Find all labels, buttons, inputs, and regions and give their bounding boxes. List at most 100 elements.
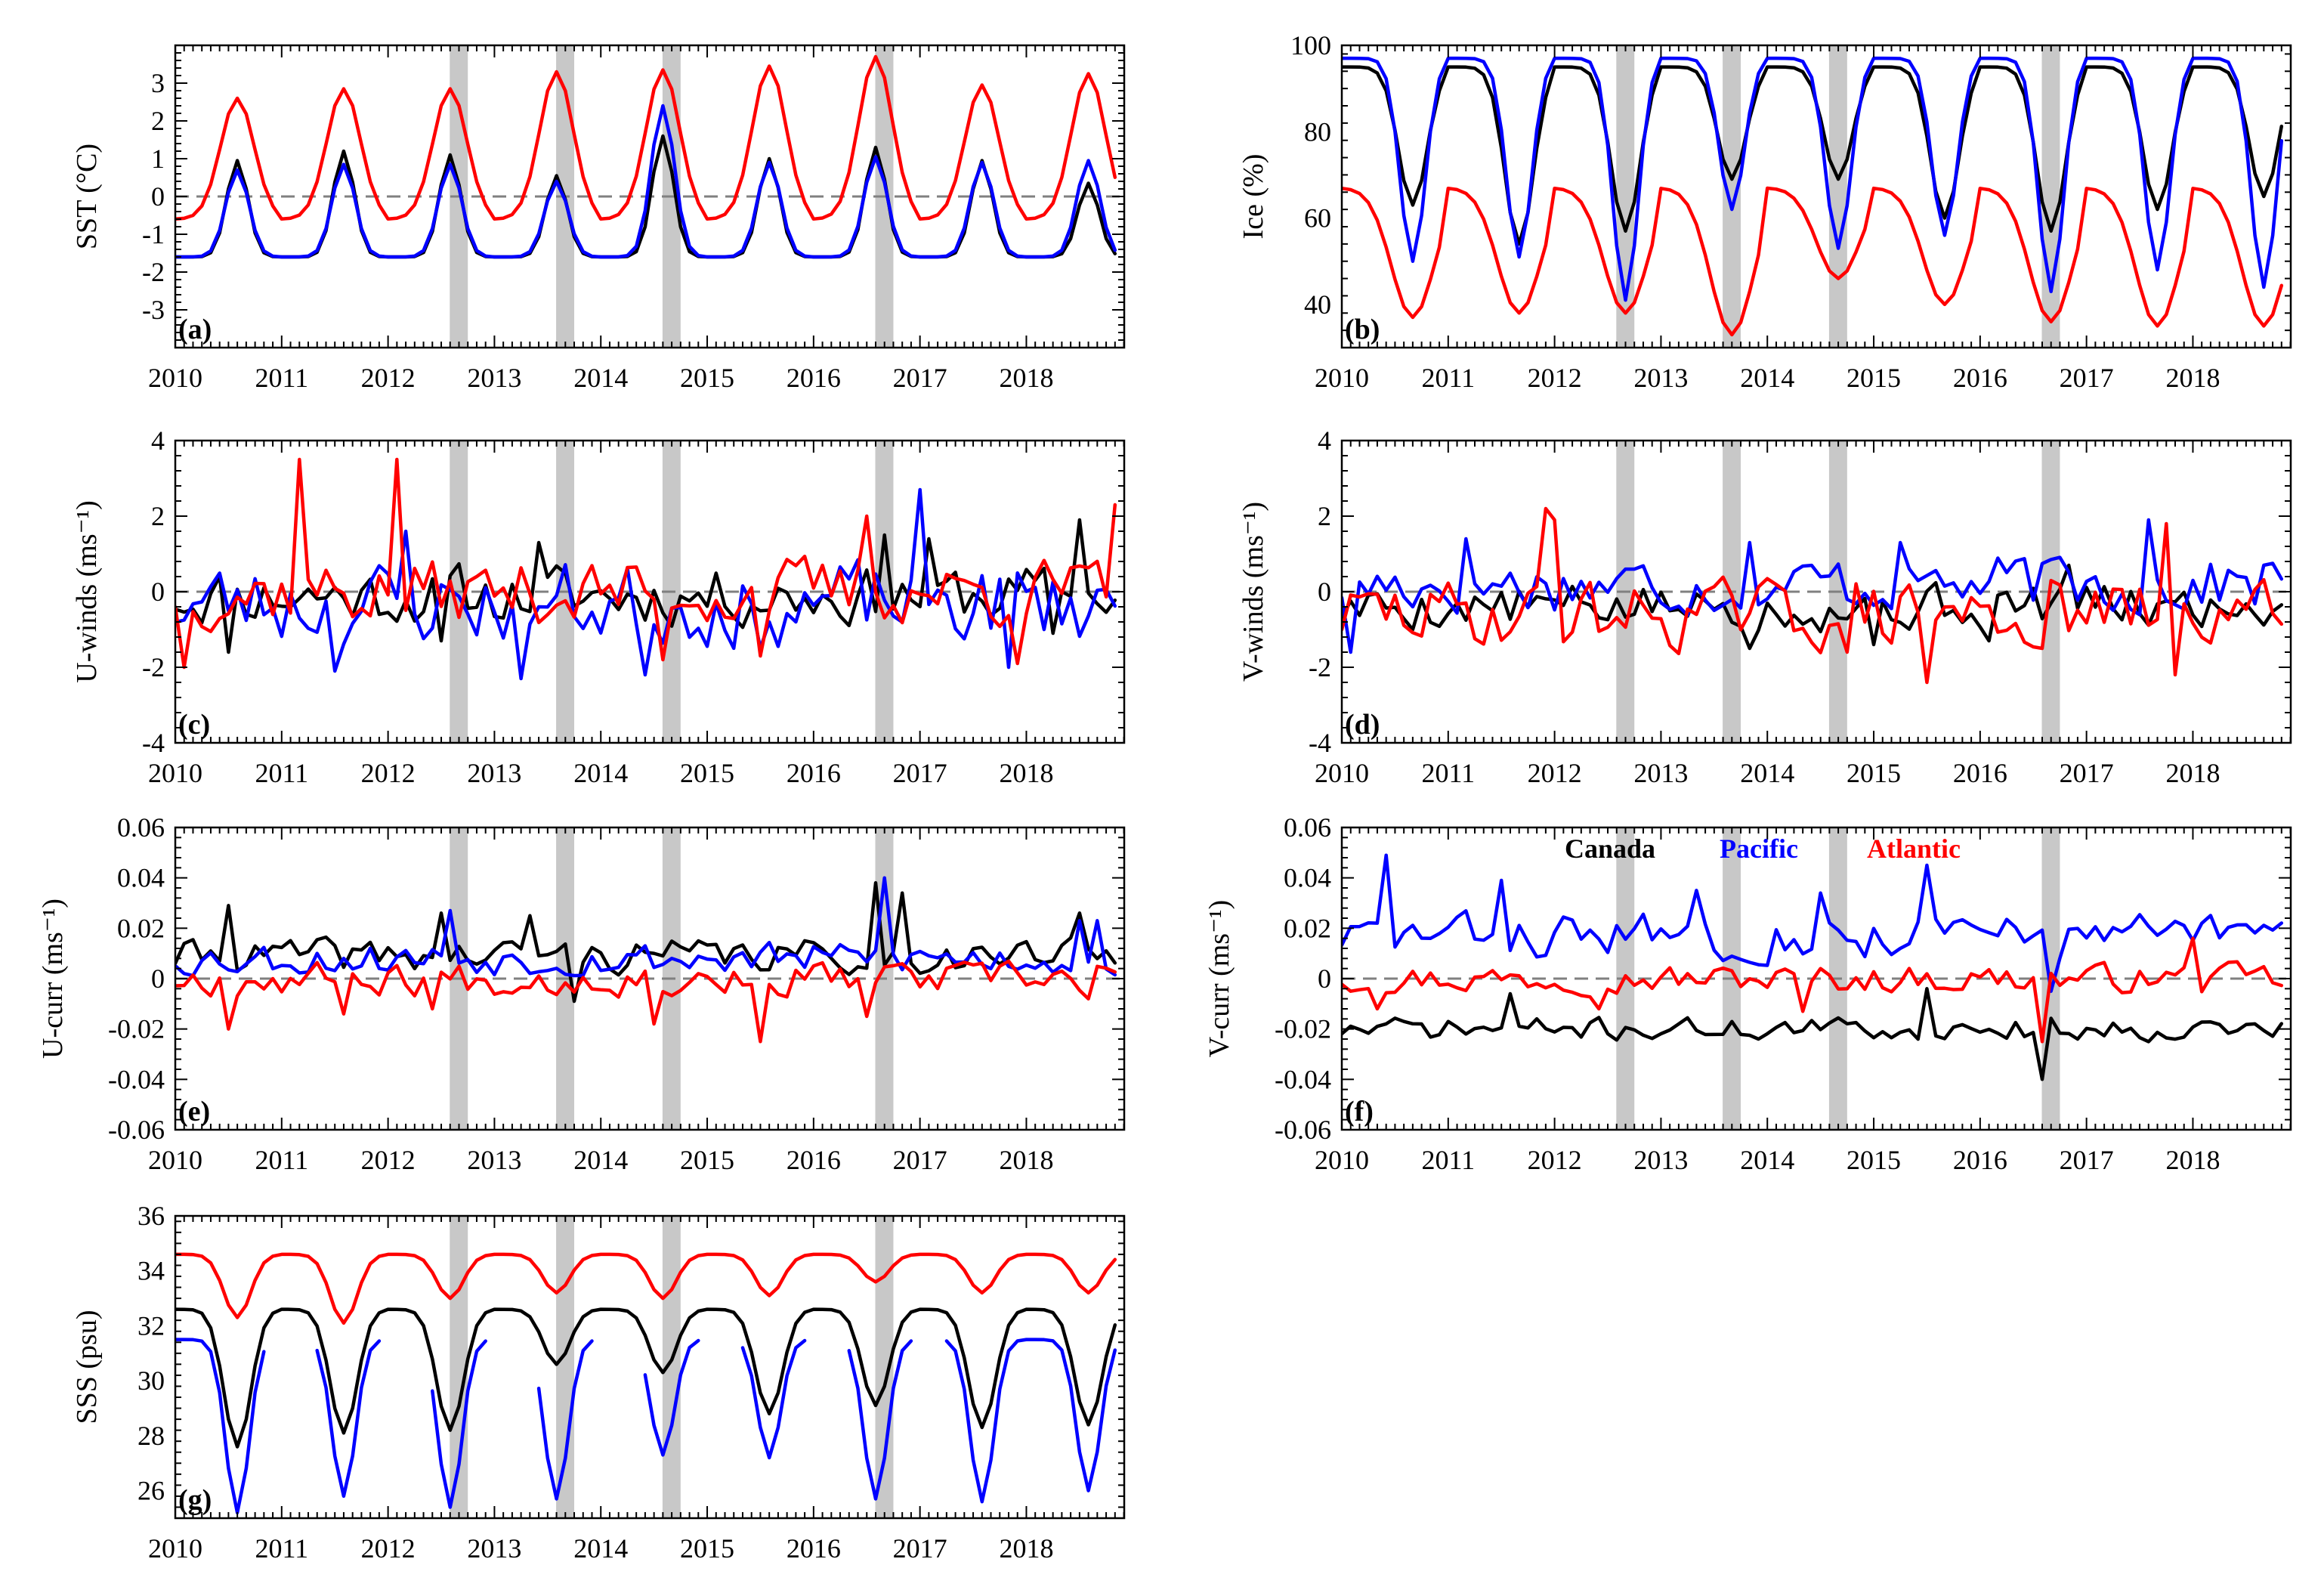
legend: Canada Pacific Atlantic [1565,834,1961,864]
panel-g: 2010 2011 2012 2013 2014 2015 2016 2017 2018 26 28… [71,1201,1126,1564]
y-tick-label: 0 [151,963,165,994]
series-line-atlantic [175,54,1117,221]
y-tick-label: -0.04 [108,1064,165,1094]
x-tick-label: 2016 [787,1533,841,1564]
series-group [1342,56,2284,337]
x-tick-label: 2016 [1953,363,2007,393]
x-tick-label: 2010 [1315,363,1369,393]
y-tick-label: 0.04 [117,863,165,893]
y-tick-label: -0.02 [1275,1014,1331,1044]
y-tick-label: -0.04 [1275,1064,1331,1094]
series-line-atlantic [175,1252,1117,1325]
x-tick-label: 2011 [1421,758,1475,788]
panel-d: 2010 2011 2012 2013 2014 2015 2016 2017 2018 -4 -2… [1238,425,2292,788]
x-tick-label: 2017 [893,758,947,788]
y-tick-label: 36 [138,1201,165,1231]
x-tick-label: 2011 [255,1533,308,1564]
y-tick-label: -2 [142,652,165,682]
shaded-period-1 [1723,45,1741,348]
shaded-period-1 [556,1216,575,1518]
x-tick-label: 2018 [999,758,1053,788]
x-tick-label: 2013 [467,758,521,788]
y-tick-label: -3 [142,295,165,325]
x-tick-label: 2016 [1953,1145,2007,1175]
x-tick-label: 2012 [361,363,416,393]
x-tick-label: 2018 [999,1145,1053,1175]
panel-e: 2010 2011 2012 2013 2014 2015 2016 2017 2018 -0.0… [37,812,1126,1175]
x-tick-label: 2018 [2165,758,2220,788]
series-line-atlantic [175,457,1117,670]
y-axis-label: SSS (psu) [71,1310,103,1424]
series-line-atlantic [1342,936,2284,1044]
x-tick-label: 2012 [361,1145,416,1175]
y-tick-label: 3 [151,68,165,98]
y-tick-label: 1 [151,144,165,174]
y-tick-label: 0.02 [117,913,165,943]
x-tick-label: 2014 [573,758,628,788]
panels: 2010 2011 2012 2013 2014 2015 2016 2017 2018-3-2… [37,30,2292,1564]
legend-entry-atlantic: Atlantic [1867,834,1961,864]
x-tick-label: 2015 [680,1145,734,1175]
series-line-pacific [1342,853,2284,993]
x-tick-label: 2017 [893,1533,947,1564]
x-tick-label: 2015 [1847,363,1901,393]
y-tick-label: 0.06 [117,812,165,843]
x-tick-label: 2012 [1528,363,1582,393]
x-tick-label: 2013 [1633,758,1688,788]
x-tick-label: 2017 [2060,363,2114,393]
y-tick-label: 100 [1290,30,1331,60]
panel-label: (a) [178,314,212,345]
series-group [175,876,1117,1044]
y-tick-label: 26 [138,1476,165,1506]
x-tick-label: 2011 [255,758,308,788]
series-group [175,457,1117,681]
y-tick-label: 60 [1304,203,1331,234]
x-tick-label: 2017 [893,363,947,393]
series-line-pacific [175,104,1117,259]
x-tick-label: 2014 [1740,1145,1794,1175]
panel-label: (g) [178,1484,212,1516]
x-tick-label: 2016 [1953,758,2007,788]
shaded-period-3 [875,1216,894,1518]
x-tick-label: 2010 [148,1145,202,1175]
x-tick-label: 2018 [999,1533,1053,1564]
x-tick-label: 2012 [1528,1145,1582,1175]
y-tick-label: -0.06 [108,1115,165,1145]
series-line-canada [1342,563,2284,651]
plot-frame [1340,44,2292,349]
x-tick-label: 2011 [255,363,308,393]
series-line-atlantic [1342,186,2284,337]
legend-entry-canada: Canada [1565,834,1655,864]
x-tick-label: 2016 [787,1145,841,1175]
y-tick-label: -0.06 [1275,1115,1331,1145]
x-tick-label: 2015 [680,1533,734,1564]
x-tick-label: 2010 [148,1533,202,1564]
y-axis-label: V-winds (ms⁻¹) [1238,502,1269,682]
x-tick-label: 2012 [361,1533,416,1564]
y-tick-label: 2 [1318,501,1331,531]
y-axis-label: V-curr (ms⁻¹) [1204,900,1235,1057]
y-tick-label: 28 [138,1421,165,1451]
x-tick-label: 2018 [2165,363,2220,393]
shaded-period-2 [1828,45,1847,348]
y-tick-label: 4 [1318,425,1331,456]
y-tick-label: 80 [1304,116,1331,147]
y-tick-label: -4 [1309,728,1331,758]
y-tick-label: -1 [142,219,165,249]
x-tick-label: 2013 [467,1533,521,1564]
series-line-pacific [175,487,1117,681]
panel-c: 2010 2011 2012 2013 2014 2015 2016 2017 2018 -4 -2… [71,425,1126,788]
x-tick-label: 2010 [1315,1145,1369,1175]
y-tick-label: 0.02 [1284,913,1331,943]
panel-label: (c) [178,709,210,741]
y-tick-label: 0.04 [1284,863,1331,893]
legend-entry-pacific: Pacific [1720,834,1798,864]
series-group [1342,506,2284,685]
y-axis-label: Ice (%) [1238,154,1269,240]
x-tick-label: 2018 [999,363,1053,393]
y-tick-label: -2 [1309,652,1331,682]
x-tick-label: 2015 [1847,758,1901,788]
y-tick-label: 32 [138,1310,165,1341]
